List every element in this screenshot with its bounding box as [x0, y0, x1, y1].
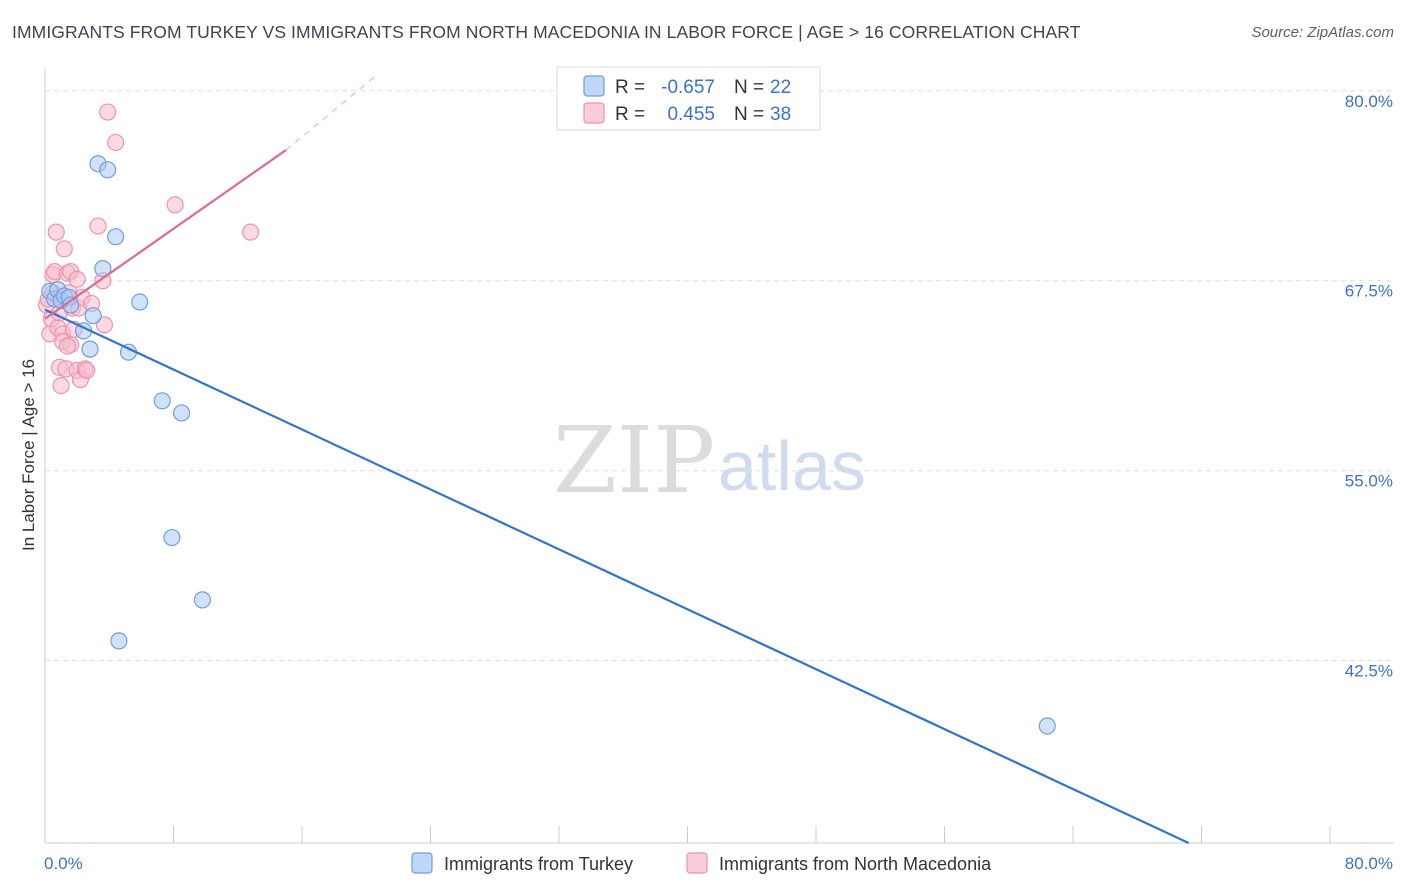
- series-turkey-points: [41, 155, 1056, 735]
- series-north-macedonia-points: [38, 103, 260, 395]
- data-point-north-macedonia: [78, 361, 96, 380]
- y-tick-label: 67.5%: [1345, 282, 1393, 301]
- series-legend: Immigrants from Turkey Immigrants from N…: [411, 852, 992, 874]
- data-point-turkey: [94, 259, 112, 278]
- data-point-turkey: [131, 293, 149, 311]
- data-point-turkey: [1038, 717, 1056, 735]
- y-tick-label: 42.5%: [1345, 662, 1393, 681]
- chart-title: IMMIGRANTS FROM TURKEY VS IMMIGRANTS FRO…: [12, 22, 1081, 42]
- x-axis-ticks: [173, 826, 1331, 843]
- y-axis-tick-labels: 42.5% 55.0% 67.5% 80.0%: [1345, 92, 1393, 681]
- axes: [44, 68, 1394, 844]
- data-point-north-macedonia: [52, 376, 70, 395]
- data-point-north-macedonia: [55, 240, 73, 258]
- legend-r-value-north-macedonia: 0.455: [667, 104, 715, 125]
- data-point-north-macedonia: [68, 270, 86, 288]
- trend-line-turkey: [44, 308, 1190, 844]
- legend-r-label-turkey: R =: [615, 77, 645, 98]
- data-point-turkey: [107, 228, 125, 246]
- data-point-north-macedonia: [166, 196, 184, 214]
- data-point-turkey: [99, 161, 117, 179]
- legend-swatch-north-macedonia: [583, 102, 605, 124]
- trend-lines: [44, 76, 1190, 844]
- data-point-turkey: [193, 591, 212, 609]
- series-legend-label-north-macedonia: Immigrants from North Macedonia: [719, 854, 992, 874]
- data-point-turkey: [153, 392, 171, 410]
- data-point-turkey: [172, 404, 191, 422]
- data-point-north-macedonia: [95, 316, 114, 334]
- stats-legend: R = -0.657 N = 22 R = 0.455 N = 38: [556, 66, 821, 131]
- y-tick-label: 80.0%: [1345, 92, 1393, 111]
- legend-n-label-north-macedonia: N =: [734, 104, 764, 125]
- legend-r-label-north-macedonia: R =: [615, 104, 645, 125]
- watermark: ZIP atlas: [553, 407, 866, 514]
- trend-line-north-macedonia: [44, 149, 287, 320]
- watermark-zip: ZIP: [553, 407, 715, 514]
- data-point-turkey: [81, 340, 99, 358]
- y-tick-label: 55.0%: [1345, 472, 1393, 491]
- data-point-north-macedonia: [47, 223, 65, 241]
- series-legend-swatch-north-macedonia: [686, 852, 708, 874]
- legend-r-value-turkey: -0.657: [661, 77, 715, 98]
- source-credit: Source: ZipAtlas.com: [1251, 24, 1394, 41]
- y-axis-label: In Labor Force | Age > 16: [19, 359, 38, 551]
- series-legend-label-turkey: Immigrants from Turkey: [444, 854, 633, 874]
- data-point-turkey: [84, 307, 102, 325]
- legend-n-label-turkey: N =: [734, 77, 764, 98]
- x-tick-label-max: 80.0%: [1345, 854, 1393, 873]
- data-point-north-macedonia: [107, 133, 125, 152]
- data-point-north-macedonia: [58, 337, 77, 355]
- data-point-turkey: [110, 632, 128, 650]
- data-point-turkey: [163, 528, 181, 547]
- watermark-atlas: atlas: [718, 427, 866, 505]
- data-point-north-macedonia: [99, 103, 117, 121]
- data-point-north-macedonia: [242, 223, 260, 241]
- x-tick-label-min: 0.0%: [44, 854, 83, 873]
- legend-n-value-north-macedonia: 38: [770, 104, 791, 125]
- legend-n-value-turkey: 22: [770, 77, 791, 98]
- series-legend-swatch-turkey: [411, 852, 433, 874]
- legend-swatch-turkey: [583, 75, 605, 97]
- data-point-north-macedonia: [89, 217, 107, 235]
- trend-line-north-macedonia-extension: [285, 76, 375, 151]
